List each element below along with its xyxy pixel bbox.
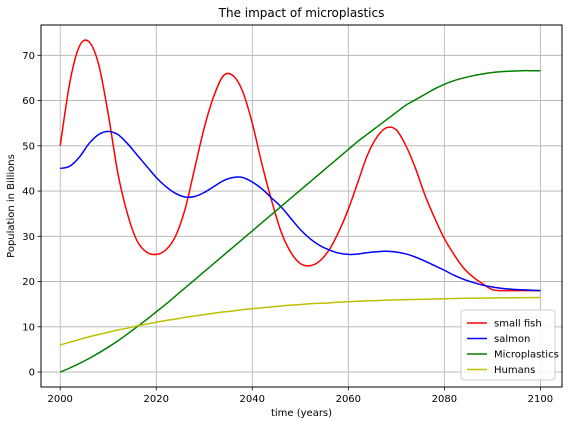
axis-ticks: 2000 2020 2040 2060 2080 2100 0 10 20 30 40 50 60 70 xyxy=(22,51,553,405)
legend-box xyxy=(460,309,556,381)
y-tick-label: 60 xyxy=(22,96,35,107)
legend-label-small-fish: small fish xyxy=(494,319,542,330)
y-tick-label: 40 xyxy=(22,187,35,198)
series-line-small-fish xyxy=(59,39,541,292)
y-tick-label: 10 xyxy=(22,322,35,333)
y-tick-label: 20 xyxy=(22,277,35,288)
y-tick-label: 50 xyxy=(22,141,35,152)
legend-label-salmon: salmon xyxy=(494,334,530,345)
y-axis-label: Population in Billions xyxy=(6,154,17,258)
y-tick-label: 0 xyxy=(29,368,35,379)
legend-label-humans: Humans xyxy=(494,365,535,376)
grid xyxy=(41,25,562,387)
x-tick-label: 2100 xyxy=(528,394,553,405)
x-tick-label: 2060 xyxy=(336,394,361,405)
x-tick-label: 2020 xyxy=(144,394,169,405)
x-tick-label: 2080 xyxy=(432,394,457,405)
x-tick-label: 2000 xyxy=(47,394,72,405)
x-tick-label: 2040 xyxy=(240,394,265,405)
plot-lines xyxy=(59,39,541,373)
y-tick-label: 30 xyxy=(22,232,35,243)
series-line-salmon xyxy=(60,130,541,292)
legend-label-microplastics: Microplastics xyxy=(494,350,559,361)
plot-frame xyxy=(40,24,563,388)
series-line-humans xyxy=(60,296,541,346)
y-tick-label: 70 xyxy=(22,51,35,62)
chart-title: The impact of microplastics xyxy=(218,6,385,20)
x-axis-label: time (years) xyxy=(271,408,332,419)
legend: small fish salmon Microplastics Humans xyxy=(460,309,559,381)
